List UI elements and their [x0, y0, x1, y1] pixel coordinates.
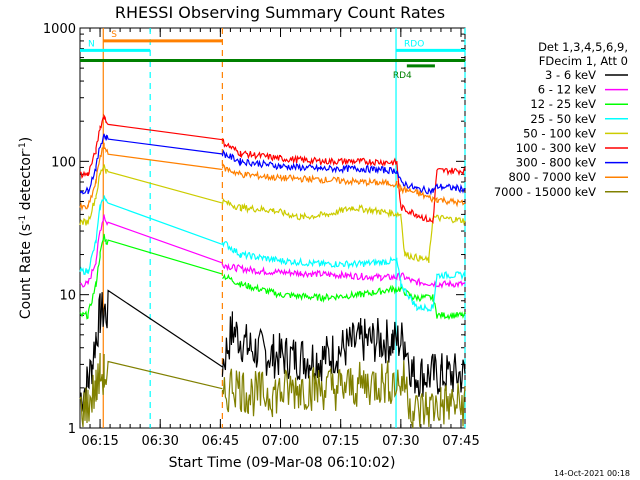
- series-line-8: [79, 352, 466, 429]
- series-line-6: [79, 133, 466, 196]
- marker-label: N: [88, 39, 95, 49]
- x-tick-label: 06:30: [141, 434, 178, 449]
- series-line-7: [79, 142, 466, 212]
- x-tick-label: 06:45: [202, 434, 239, 449]
- legend-label: 300 - 800 keV: [516, 156, 596, 170]
- x-tick-label: 07:45: [442, 434, 479, 449]
- x-tick-label: 06:15: [81, 434, 118, 449]
- series-layer: [79, 113, 466, 429]
- legend-label: 800 - 7000 keV: [508, 170, 596, 184]
- x-axis-ticks: 06:15 06:30 06:45 07:00 07:15 07:30 07:45: [79, 28, 480, 449]
- series-line-2: [79, 233, 466, 321]
- marker-label: RD4: [393, 71, 412, 81]
- legend-header-line1: Det 1,3,4,5,6,9,: [538, 40, 628, 54]
- x-tick-label: 07:00: [262, 434, 299, 449]
- legend-header-line2: FDecim 1, Att 0: [539, 54, 628, 68]
- event-vlines: [102, 28, 466, 428]
- y-tick-label: 100: [51, 155, 76, 170]
- series-line-3: [79, 195, 466, 313]
- y-tick-label: 10: [59, 289, 76, 304]
- series-line-4: [79, 164, 466, 264]
- render-timestamp: 14-Oct-2021 00:18: [554, 469, 630, 478]
- chart-title: RHESSI Observing Summary Count Rates: [115, 3, 445, 22]
- legend-label: 50 - 100 keV: [523, 126, 596, 140]
- y-axis-ticks: 1 10 100 1000: [43, 22, 465, 437]
- legend-label: 25 - 50 keV: [530, 112, 596, 126]
- series-line-5: [79, 113, 466, 224]
- marker-label: RDO: [404, 39, 424, 49]
- x-tick-label: 07:15: [322, 434, 359, 449]
- marker-label: S: [111, 30, 117, 40]
- series-line-1: [79, 214, 466, 289]
- y-tick-label: 1000: [43, 22, 76, 37]
- status-markers: S N RDO RD4: [80, 30, 465, 81]
- y-tick-label: 1: [68, 422, 76, 437]
- legend-label: 7000 - 15000 keV: [494, 185, 596, 199]
- legend-label: 3 - 6 keV: [545, 68, 596, 82]
- legend-label: 100 - 300 keV: [516, 141, 596, 155]
- legend-label: 6 - 12 keV: [538, 83, 596, 97]
- y-axis-label: Count Rate (s-1 detector-1): [18, 137, 34, 319]
- legend-label: 12 - 25 keV: [530, 97, 596, 111]
- x-tick-label: 07:30: [382, 434, 419, 449]
- x-axis-label: Start Time (09-Mar-08 06:10:02): [169, 455, 396, 471]
